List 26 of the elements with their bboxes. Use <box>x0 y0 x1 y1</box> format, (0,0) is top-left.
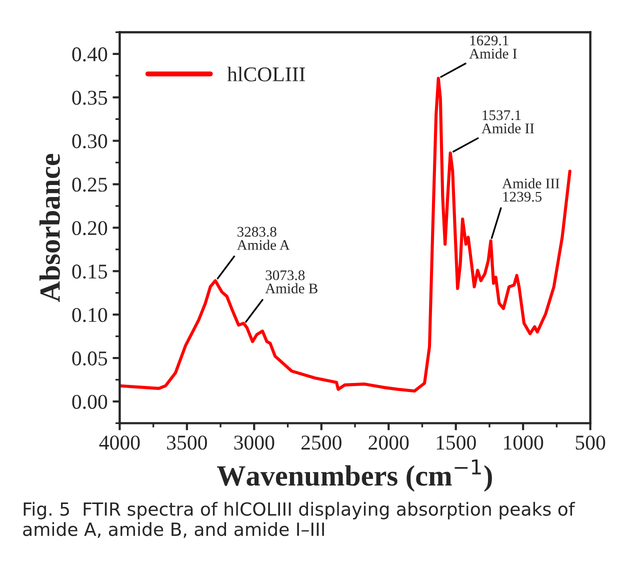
y-tick-label: 0.05 <box>72 351 108 366</box>
x-tick-label: 500 <box>576 436 606 450</box>
x-tick-label: 1000 <box>504 436 544 450</box>
x-axis-title: Wavenumbers (cm$^{−1}$) <box>217 459 492 492</box>
annotation: 1537.1 Amide II <box>482 110 534 134</box>
x-tick-label: 1500 <box>436 436 476 450</box>
y-tick-label: 0.15 <box>72 264 108 279</box>
y-tick-label: 0.35 <box>72 90 108 105</box>
y-tick-label: 0.20 <box>72 221 108 236</box>
annotation: 3283.8 Amide A <box>236 226 290 250</box>
y-tick-label: 0.10 <box>72 308 108 322</box>
x-tick-label: 2500 <box>301 436 342 450</box>
x-tick-label: 4000 <box>99 436 140 450</box>
caption: Fig. 5 FTIR spectra of hlCOLIII displaying absorption peaks of amide A, amide B, and amide I–III <box>23 502 576 538</box>
y-tick-label: 0.40 <box>72 47 108 62</box>
annotation: 3073.8 Amide B <box>265 270 318 294</box>
y-axis-title: Absorbance <box>39 154 60 302</box>
x-tick-label: 3000 <box>234 436 274 450</box>
y-tick-label: 0.00 <box>72 394 108 409</box>
x-tick-label: 3500 <box>167 436 207 450</box>
x-tick-label: 2000 <box>368 436 409 450</box>
legend-label: hlCOLIII <box>227 66 305 82</box>
annotation: 1629.1 Amide I <box>469 36 517 59</box>
y-tick-label: 0.25 <box>72 178 108 192</box>
y-tick-label: 0.30 <box>72 134 108 148</box>
annotation: Amide III 1239.5 <box>502 178 560 202</box>
